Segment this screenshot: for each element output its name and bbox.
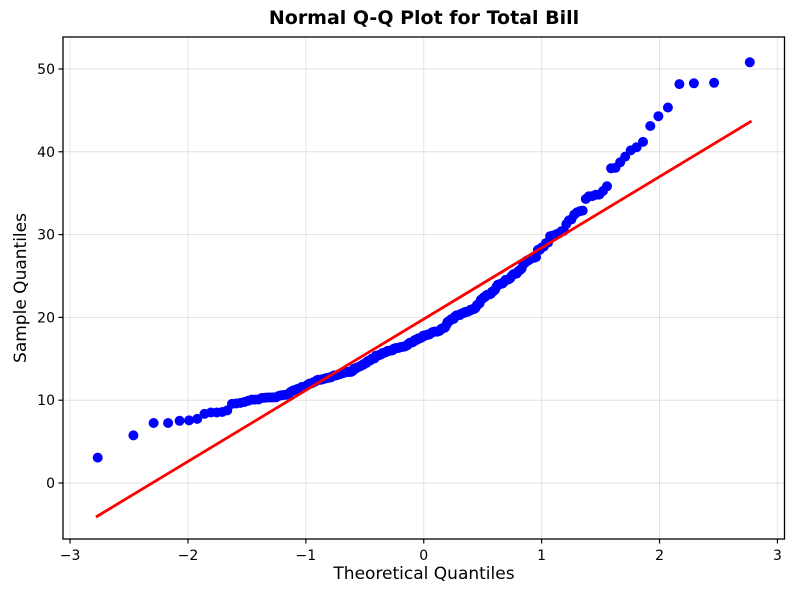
y-tick-label: 40 (37, 145, 55, 161)
y-tick-label: 0 (46, 476, 55, 492)
x-axis-label: Theoretical Quantiles (333, 564, 515, 584)
data-point (577, 205, 588, 216)
data-point (662, 102, 673, 113)
data-point (163, 418, 174, 428)
y-tick-label: 50 (37, 62, 55, 78)
data-point (653, 111, 664, 122)
data-point (184, 415, 195, 426)
y-axis-label: Sample Quantiles (11, 213, 31, 363)
data-point (174, 415, 185, 426)
y-tick-label: 10 (37, 393, 55, 409)
x-tick-label: 0 (419, 548, 428, 564)
y-tick-label: 30 (37, 228, 55, 244)
chart-title: Normal Q-Q Plot for Total Bill (268, 7, 580, 29)
data-point (638, 136, 648, 147)
x-tick-label: −3 (60, 548, 81, 564)
x-tick-label: 2 (655, 548, 664, 564)
data-point (92, 452, 103, 463)
y-tick-label: 20 (37, 310, 55, 326)
data-point (688, 78, 699, 89)
x-tick-label: −2 (178, 548, 199, 564)
data-point (744, 57, 755, 68)
fit-line (95, 119, 753, 519)
data-point (602, 181, 612, 192)
data-point (192, 413, 203, 424)
data-point (645, 121, 656, 131)
data-point (674, 79, 685, 90)
x-tick-label: −1 (296, 548, 317, 564)
x-tick-label: 3 (773, 548, 782, 564)
data-point (148, 418, 159, 428)
data-point (709, 77, 720, 88)
x-tick-label: 1 (537, 548, 546, 564)
data-point (128, 430, 139, 441)
